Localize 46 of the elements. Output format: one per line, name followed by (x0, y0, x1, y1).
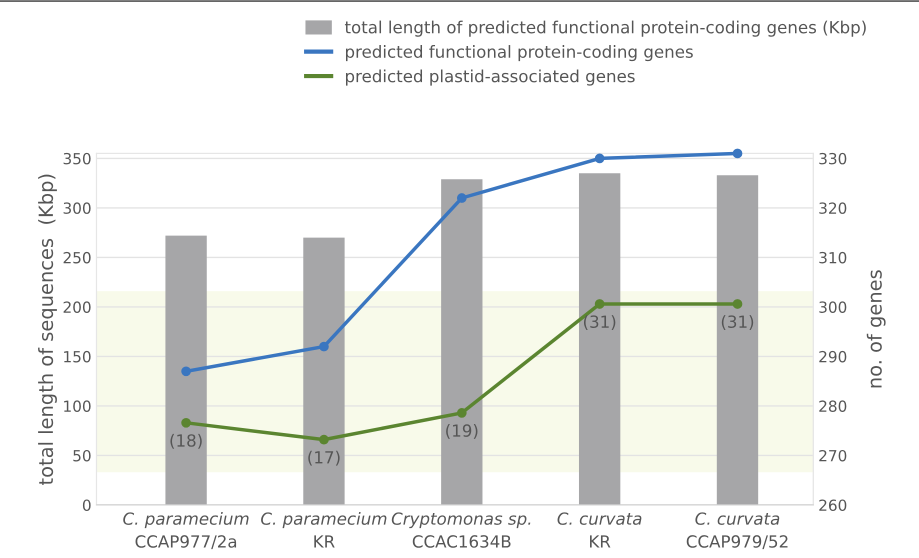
y-tick-label: 250 (64, 252, 91, 264)
point (456, 193, 467, 203)
x-tick-label: C. paramecium KR (261, 512, 386, 548)
y2-tick-label: 290 (819, 350, 846, 362)
annotation: (17) (308, 450, 340, 466)
point (181, 366, 191, 376)
point (319, 434, 329, 444)
point (732, 299, 742, 309)
x-tick-label: C. curvata CCAP979/52 (686, 512, 788, 550)
point (594, 154, 605, 164)
y-tick-label: 350 (64, 152, 91, 164)
point (319, 342, 329, 352)
bar (578, 173, 620, 505)
x-tick-label: C. curvata KR (558, 512, 642, 548)
y-tick-label: 0 (82, 499, 91, 512)
y-tick-label: 100 (64, 400, 91, 412)
y2-tick-label: 320 (819, 202, 846, 214)
x-tick-label: C. paramecium CCAP977/2a (123, 512, 249, 550)
y2-tick-label: 330 (819, 152, 846, 164)
y-tick-label: 50 (73, 450, 91, 462)
annotation: (19) (446, 424, 478, 439)
point (456, 408, 467, 418)
y2-tick-label: 270 (819, 450, 846, 462)
y2-tick-label: 300 (819, 301, 846, 313)
y-tick-label: 300 (64, 202, 91, 214)
y-axis-title: total length of sequences (Kbp) (38, 174, 57, 485)
annotation: (31) (722, 315, 754, 330)
annotation: (31) (584, 315, 616, 330)
y2-axis-title: no. of genes (866, 270, 886, 388)
y2-tick-label: 310 (819, 252, 846, 264)
legend-label: predicted plastid-associated genes (346, 70, 635, 86)
point (594, 299, 605, 309)
bar (303, 238, 345, 505)
bar (165, 236, 207, 505)
annotation: (18) (170, 434, 202, 449)
point (732, 148, 742, 158)
y2-tick-label: 280 (819, 400, 846, 412)
y-tick-label: 200 (64, 301, 91, 313)
bar (441, 179, 482, 505)
x-tick-label: Cryptomonas sp. CCAC1634B (392, 512, 530, 548)
bar (716, 175, 758, 505)
legend-label: total length of predicted functional protein-coding genes (Kbp) (344, 20, 866, 37)
point (181, 418, 191, 428)
y2-tick-label: 260 (819, 499, 846, 512)
legend-label: predicted functional protein-coding genes (346, 45, 693, 62)
y-tick-label: 150 (64, 350, 91, 362)
